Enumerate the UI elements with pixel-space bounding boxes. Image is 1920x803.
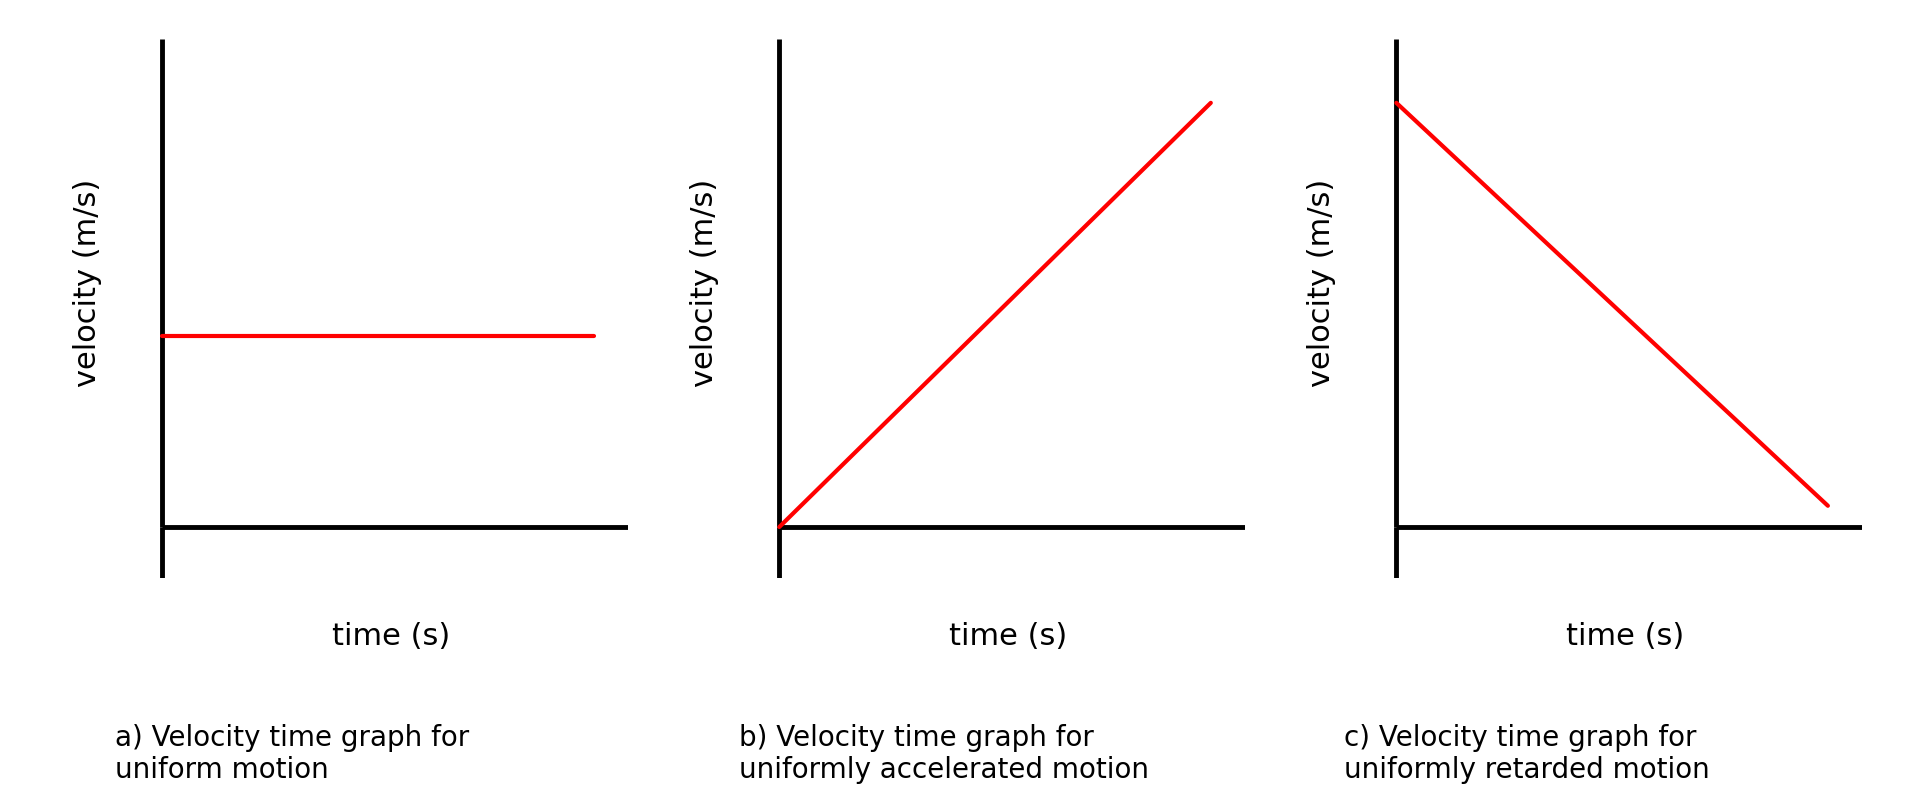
Text: c) Velocity time graph for
uniformly retarded motion: c) Velocity time graph for uniformly ret… [1344,723,1709,783]
Text: b) Velocity time graph for
uniformly accelerated motion: b) Velocity time graph for uniformly acc… [739,723,1150,783]
Text: time (s): time (s) [332,622,449,650]
Text: velocity (m/s): velocity (m/s) [73,178,102,386]
Text: velocity (m/s): velocity (m/s) [689,178,718,386]
Text: velocity (m/s): velocity (m/s) [1308,178,1336,386]
Text: a) Velocity time graph for
uniform motion: a) Velocity time graph for uniform motio… [115,723,470,783]
Text: time (s): time (s) [948,622,1068,650]
Text: time (s): time (s) [1567,622,1684,650]
